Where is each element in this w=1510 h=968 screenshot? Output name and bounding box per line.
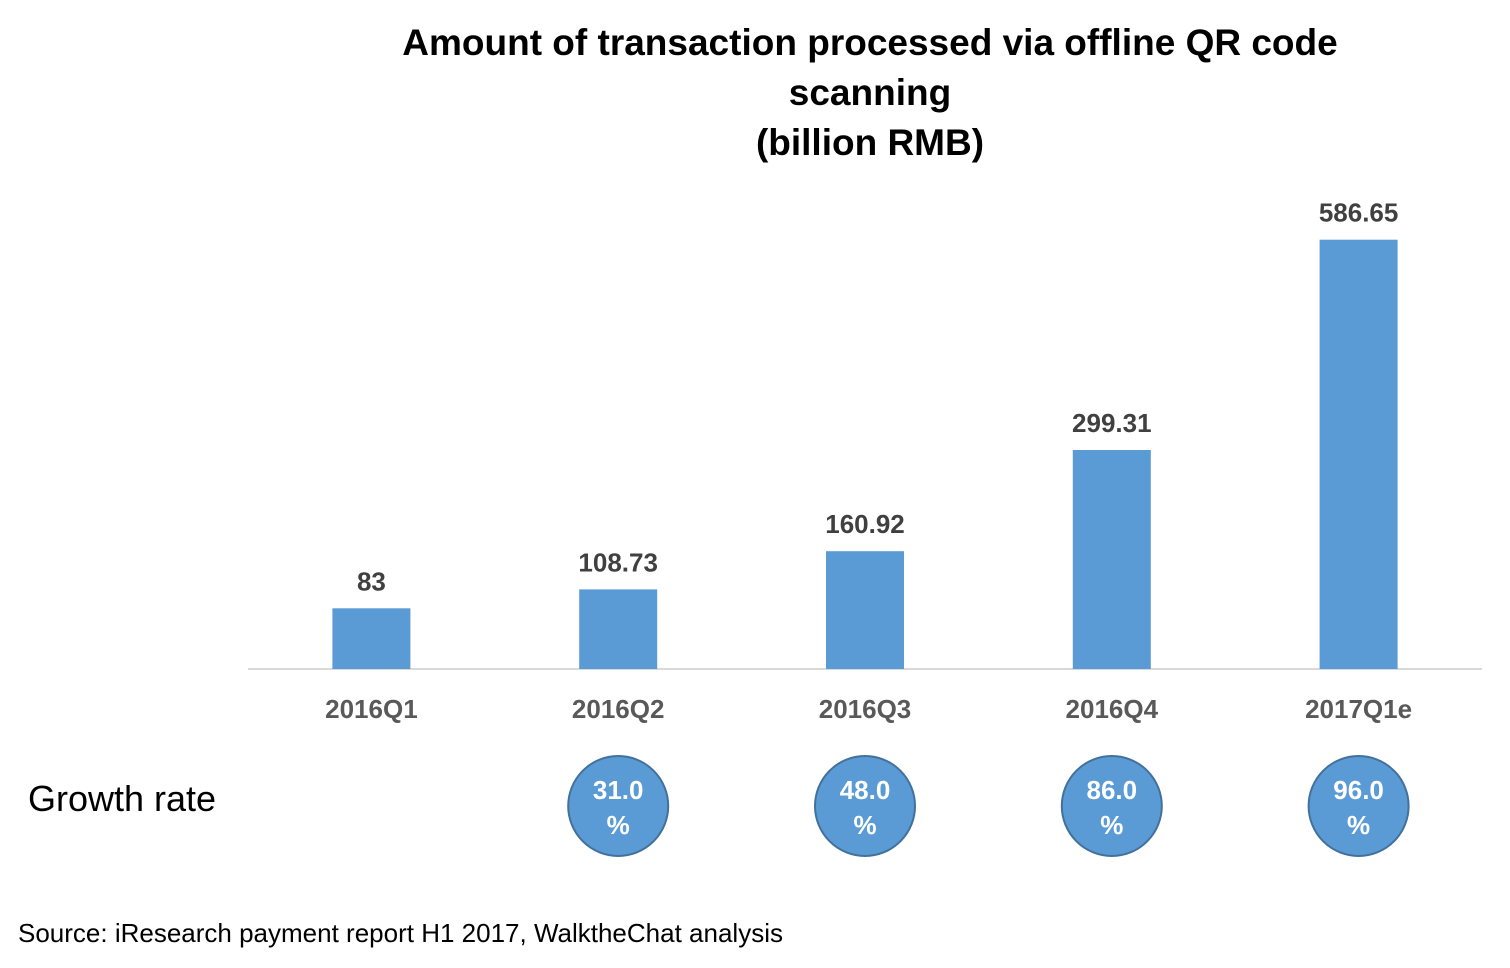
growth-value-2016Q2: 31.0 [593,775,644,805]
bar-2016Q3 [826,551,904,669]
category-label-2017Q1e: 2017Q1e [1305,694,1412,724]
growth-circles-group: 31.0% 48.0% 86.0% 96.0% [567,755,1410,857]
bar-2017Q1e [1319,239,1398,669]
bar-2016Q1 [332,608,411,669]
growth-value-2017Q1e: 96.0 [1333,775,1384,805]
category-label-2016Q2: 2016Q2 [572,694,665,724]
growth-value-2016Q3: 48.0 [840,775,891,805]
growth-circle-2016Q4 [1060,755,1163,857]
growth-value-2016Q4: 86.0 [1086,775,1137,805]
bars-group: 83 2016Q1 108.73 2016Q2 160.92 2016Q3 299.31 20… [325,198,1412,724]
bar-2016Q4 [1072,450,1151,669]
growth-rate-label: Growth rate [28,778,217,819]
growth-percent-sign-2017Q1e: % [1347,810,1370,840]
category-label-2016Q1: 2016Q1 [325,694,418,724]
value-label-2016Q1: 83 [357,566,386,596]
value-label-2016Q2: 108.73 [578,547,658,577]
value-label-2016Q3: 160.92 [825,509,905,539]
chart-title-line-3: (billion RMB) [755,122,985,163]
source-note: Source: iResearch payment report H1 2017… [18,918,783,948]
chart-title-line-2: scanning [788,72,952,113]
value-label-2016Q4: 299.31 [1072,408,1152,438]
growth-percent-sign-2016Q4: % [1100,810,1123,840]
growth-percent-sign-2016Q3: % [853,810,876,840]
category-label-2016Q4: 2016Q4 [1066,694,1159,724]
chart-title: Amount of transaction processed via offl… [250,18,1490,168]
bar-2016Q2 [579,589,658,669]
chart-title-line-1: Amount of transaction processed via offl… [402,22,1338,63]
growth-circle-2016Q3 [814,755,916,857]
growth-circle-2017Q1e [1307,755,1410,857]
category-label-2016Q3: 2016Q3 [819,694,912,724]
growth-circle-2016Q2 [567,755,670,857]
growth-percent-sign-2016Q2: % [607,810,630,840]
value-label-2017Q1e: 586.65 [1319,198,1399,228]
